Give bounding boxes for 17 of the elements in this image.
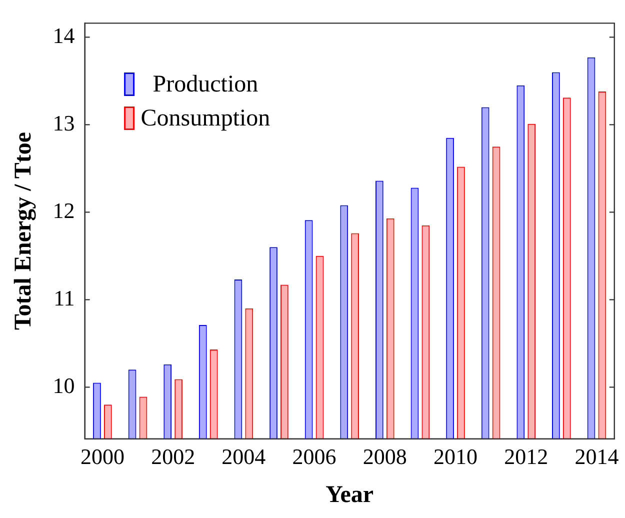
y-tick-label: 12 xyxy=(52,198,75,223)
legend-label: Production xyxy=(152,71,258,98)
x-tick-label: 2000 xyxy=(80,444,124,469)
x-tick-label: 2002 xyxy=(151,444,196,469)
x-axis-title: Year xyxy=(326,482,374,508)
x-tick-label: 2012 xyxy=(504,444,548,469)
x-tick-label: 2010 xyxy=(434,444,478,469)
x-tick-label: 2008 xyxy=(362,444,407,469)
y-axis-title: Total Energy / Ttoe xyxy=(10,132,37,330)
x-tick-label: 2014 xyxy=(574,444,619,469)
x-tick-label: 2004 xyxy=(222,444,266,469)
legend-label: Consumption xyxy=(140,105,270,132)
x-tick-label: 2006 xyxy=(292,444,336,469)
y-tick-label: 13 xyxy=(52,110,75,136)
y-tick-label: 10 xyxy=(52,372,75,398)
y-tick-label: 11 xyxy=(54,285,75,310)
y-tick-label: 14 xyxy=(52,22,75,48)
